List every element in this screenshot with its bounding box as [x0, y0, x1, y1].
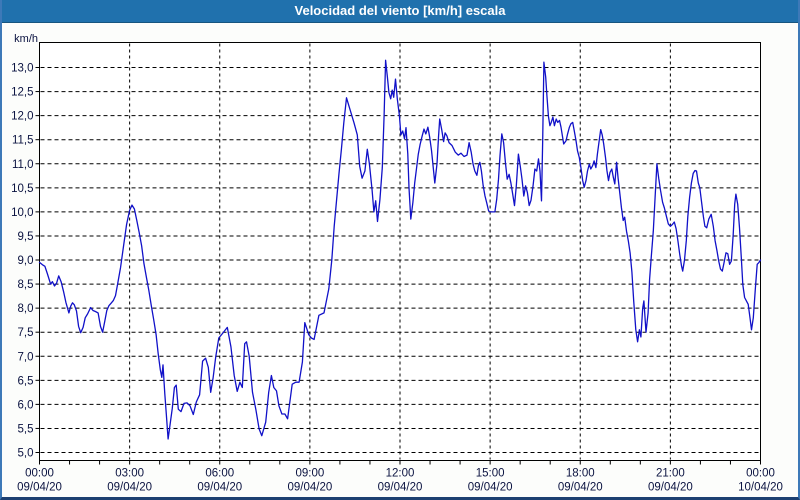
x-tick-date-label: 09/04/20 — [648, 482, 693, 494]
chart-canvas: 5,0 5,5 6,0 6,5 7,0 7,5 8,0 8,5 9,0 9,5 10,0 10,5 11… — [11, 42, 783, 494]
x-tick-date-label: 09/04/20 — [107, 482, 152, 494]
y-tick-label: 7,5 — [18, 327, 34, 339]
x-tick-date-label: 09/04/20 — [287, 482, 332, 494]
x-tick-date-label: 09/04/20 — [378, 482, 423, 494]
y-tick-label: 9,5 — [18, 231, 34, 243]
y-tick-label: 5,0 — [18, 448, 34, 460]
x-tick-time-label: 09:00 — [295, 468, 324, 480]
x-tick-date-label: 09/04/20 — [17, 482, 62, 494]
x-tick-date-label: 10/04/20 — [738, 482, 783, 494]
y-tick-label: 9,0 — [18, 255, 34, 267]
x-tick-date-label: 09/04/20 — [197, 482, 242, 494]
x-tick-date-label: 09/04/20 — [468, 482, 513, 494]
y-tick-label: 8,0 — [18, 303, 34, 315]
x-tick-time-label: 18:00 — [566, 468, 595, 480]
y-tick-label: 10,5 — [11, 183, 33, 195]
wind-speed-line — [38, 59, 762, 440]
y-tick-label: 6,5 — [18, 375, 34, 387]
x-tick-time-label: 15:00 — [476, 468, 505, 480]
y-tick-label: 11,5 — [12, 135, 34, 147]
y-tick-label: 12,0 — [11, 111, 33, 123]
x-tick-time-label: 06:00 — [205, 468, 234, 480]
chart-title: Velocidad del viento [km/h] escala — [294, 3, 506, 18]
plot-border — [39, 42, 761, 461]
x-tick-time-label: 12:00 — [386, 468, 415, 480]
y-tick-label: 12,5 — [11, 87, 33, 99]
y-axis-unit-label: km/h — [14, 33, 38, 45]
y-tick-label: 8,5 — [18, 279, 34, 291]
x-tick-time-label: 21:00 — [656, 468, 685, 480]
y-tick-label: 11,0 — [12, 159, 34, 171]
y-tick-label: 13,0 — [11, 63, 33, 75]
x-tick-time-label: 03:00 — [115, 468, 144, 480]
y-tick-label: 7,0 — [18, 351, 34, 363]
x-tick-date-label: 09/04/20 — [558, 482, 603, 494]
y-tick-label: 10,0 — [11, 207, 33, 219]
x-tick-time-label: 00:00 — [25, 468, 54, 480]
title-bar: Velocidad del viento [km/h] escala — [2, 0, 798, 23]
x-tick-time-label: 00:00 — [746, 468, 775, 480]
y-tick-label: 6,0 — [18, 399, 34, 411]
y-tick-label: 5,5 — [18, 423, 34, 435]
